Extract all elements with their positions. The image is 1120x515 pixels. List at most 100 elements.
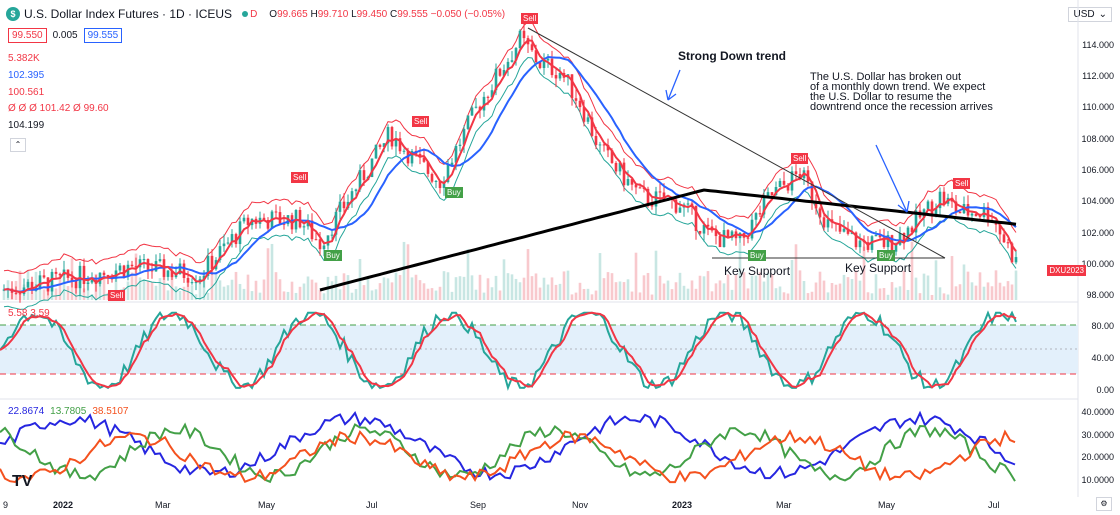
time-axis-label: Sep: [470, 500, 487, 510]
candle-body: [282, 223, 286, 225]
note-line: The U.S. Dollar has broken out: [810, 71, 962, 83]
candle-body: [926, 201, 930, 210]
candle-body: [390, 127, 394, 147]
candle-body: [306, 220, 310, 227]
volume-bar: [166, 290, 170, 300]
volume-bar: [38, 279, 42, 300]
candle-body: [86, 282, 90, 285]
buy-signal[interactable]: Buy: [877, 250, 895, 261]
legend-ma-blue[interactable]: 102.395: [8, 70, 45, 81]
buy-signal[interactable]: Buy: [748, 250, 766, 261]
candle-body: [758, 213, 762, 215]
volume-bar: [938, 287, 942, 300]
dmi-values[interactable]: 22.8674 13.7805 38.5107: [8, 406, 128, 417]
candle-body: [746, 237, 750, 239]
volume-bar: [546, 284, 550, 300]
candle-body: [354, 189, 358, 192]
timeframe-badge[interactable]: D: [242, 9, 257, 20]
sell-signal[interactable]: Sell: [521, 13, 539, 24]
volume-bar: [598, 253, 602, 300]
candle-body: [358, 170, 362, 190]
symbol-icon[interactable]: $: [6, 7, 20, 21]
timeframe-badge-label: D: [250, 8, 258, 20]
candle-body: [82, 265, 86, 285]
candle-body: [426, 161, 430, 174]
volume-bar: [518, 282, 522, 300]
candle-body: [942, 191, 946, 204]
candle-body: [634, 184, 638, 188]
volume-bar: [494, 275, 498, 300]
tradingview-logo-icon[interactable]: TV: [12, 473, 33, 490]
buy-signal[interactable]: Buy: [445, 187, 463, 198]
candle-body: [810, 181, 814, 202]
stoch-band: [0, 325, 1078, 374]
buy-signal[interactable]: Buy: [324, 250, 342, 261]
volume-bar: [874, 274, 878, 300]
price-axis-label: 106.000: [1081, 165, 1114, 175]
sell-signal[interactable]: Sell: [291, 172, 309, 183]
volume-bar: [894, 287, 898, 300]
volume-bar: [374, 289, 378, 300]
chevron-down-icon: ⌄: [1098, 9, 1107, 20]
annotation-key-support-2[interactable]: Key Support: [845, 261, 912, 275]
candle-body: [694, 205, 698, 231]
legend-volume[interactable]: 5.382K: [8, 53, 40, 64]
high-value: 99.710: [317, 8, 349, 20]
volume-bar: [830, 283, 834, 300]
volume-bar: [486, 278, 490, 300]
sell-signal[interactable]: Sell: [412, 116, 430, 127]
volume-bar: [106, 292, 110, 300]
volume-bar: [578, 282, 582, 300]
volume-bar: [770, 274, 774, 300]
currency-selector[interactable]: USD ⌄: [1068, 7, 1112, 22]
volume-bar: [698, 275, 702, 300]
downtrend-line[interactable]: [527, 27, 946, 259]
volume-bar: [58, 275, 62, 300]
sell-signal[interactable]: Sell: [108, 290, 126, 301]
volume-bar: [178, 290, 182, 300]
sell-signal[interactable]: Sell: [791, 153, 809, 164]
candle-body: [386, 127, 390, 144]
legend-indicator[interactable]: Ø Ø Ø 101.42 Ø 99.60: [8, 103, 109, 114]
buy-price-button[interactable]: 99.555: [83, 28, 123, 43]
ma-blue-line: [3, 55, 1017, 293]
volume-bar: [538, 287, 542, 300]
volume-bar: [298, 286, 302, 300]
collapse-legend-button[interactable]: ⌃: [10, 138, 26, 152]
volume-bar: [318, 289, 322, 300]
volume-bar: [146, 281, 150, 300]
close-label: C: [390, 8, 398, 20]
settings-gear-icon[interactable]: ⚙: [1096, 497, 1112, 511]
close-value: 99.555: [397, 8, 428, 20]
annotation-key-support-1[interactable]: Key Support: [724, 264, 791, 278]
annotation-breakout-note[interactable]: The U.S. Dollar has broken out of a mont…: [810, 71, 993, 113]
candle-body: [486, 96, 490, 98]
candle-body: [970, 213, 974, 216]
volume-bar: [362, 285, 366, 300]
legend-ma-black[interactable]: 104.199: [8, 120, 45, 131]
candle-body: [298, 209, 302, 228]
stoch-values[interactable]: 5.58 3.59: [8, 308, 50, 319]
candle-body: [202, 275, 206, 280]
volume-bar: [942, 293, 946, 300]
annotation-strong-down[interactable]: Strong Down trend: [678, 49, 786, 63]
candle-body: [930, 201, 934, 215]
candle-body: [582, 107, 586, 122]
volume-bar: [210, 270, 214, 300]
chart-title[interactable]: U.S. Dollar Index Futures · 1D · ICEUS: [24, 7, 233, 21]
volume-bar: [818, 271, 822, 300]
sell-price-button[interactable]: 99.550: [8, 28, 47, 43]
candle-body: [378, 144, 382, 147]
sell-signal[interactable]: Sell: [953, 178, 971, 189]
candle-body: [958, 211, 962, 214]
candle-body: [170, 270, 174, 278]
candle-body: [54, 271, 58, 274]
legend-ma-red[interactable]: 100.561: [8, 87, 45, 98]
volume-bar: [690, 280, 694, 300]
volume-bar: [114, 271, 118, 300]
candle-body: [438, 181, 442, 189]
candle-body: [698, 230, 702, 234]
volume-bar: [282, 291, 286, 300]
dmi-value-green: 13.7805: [50, 406, 87, 417]
